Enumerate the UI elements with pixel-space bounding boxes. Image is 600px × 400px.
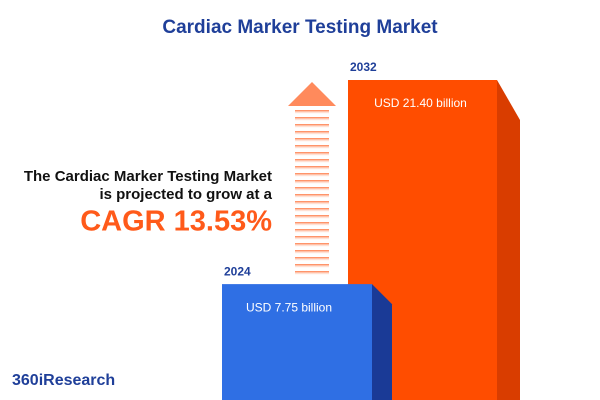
stripe	[295, 138, 329, 142]
arrow-stripes	[295, 110, 329, 275]
stripe	[295, 271, 329, 275]
stripe	[295, 250, 329, 254]
stripe	[295, 222, 329, 226]
stripe	[295, 110, 329, 114]
value-label: USD 7.75 billion	[246, 300, 332, 314]
subtitle-line: is projected to grow at a	[99, 186, 272, 203]
stripe	[295, 180, 329, 184]
arrow-head	[288, 82, 336, 106]
stripe	[295, 131, 329, 135]
stripe	[295, 229, 329, 233]
value-label: USD 21.40 billion	[374, 96, 467, 110]
stripe	[295, 159, 329, 163]
growth-arrow	[288, 82, 336, 275]
stripe	[295, 166, 329, 170]
chart-title: Cardiac Marker Testing Market	[162, 17, 438, 38]
bar	[222, 284, 372, 400]
stripe	[295, 208, 329, 212]
stripe	[295, 117, 329, 121]
cagr-annotation: CAGR 13.53%	[80, 206, 272, 238]
subtitle-line: The Cardiac Marker Testing Market	[24, 168, 272, 185]
stripe	[295, 124, 329, 128]
stripe	[295, 152, 329, 156]
stripe	[295, 236, 329, 240]
stripe	[295, 201, 329, 205]
stripe	[295, 264, 329, 268]
stripe	[295, 257, 329, 261]
stripe	[295, 145, 329, 149]
stripe	[295, 243, 329, 247]
x-tick-label: 2032	[350, 60, 377, 74]
stripe	[295, 194, 329, 198]
brand: 360iResearch	[12, 372, 115, 389]
x-tick-label: 2024	[224, 264, 251, 278]
stripe	[295, 173, 329, 177]
stripe	[295, 215, 329, 219]
bar-side	[372, 284, 392, 400]
stripe	[295, 187, 329, 191]
bar-side	[497, 80, 520, 400]
